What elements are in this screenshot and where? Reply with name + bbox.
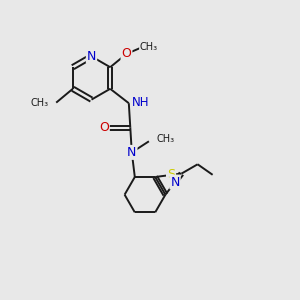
- Text: O: O: [99, 121, 109, 134]
- Text: N: N: [170, 176, 180, 188]
- Text: CH₃: CH₃: [31, 98, 49, 108]
- Text: O: O: [122, 47, 131, 60]
- Text: CH₃: CH₃: [156, 134, 175, 144]
- Text: N: N: [127, 146, 136, 159]
- Text: CH₃: CH₃: [140, 42, 158, 52]
- Text: N: N: [87, 50, 96, 63]
- Text: NH: NH: [132, 96, 149, 109]
- Text: S: S: [167, 169, 175, 182]
